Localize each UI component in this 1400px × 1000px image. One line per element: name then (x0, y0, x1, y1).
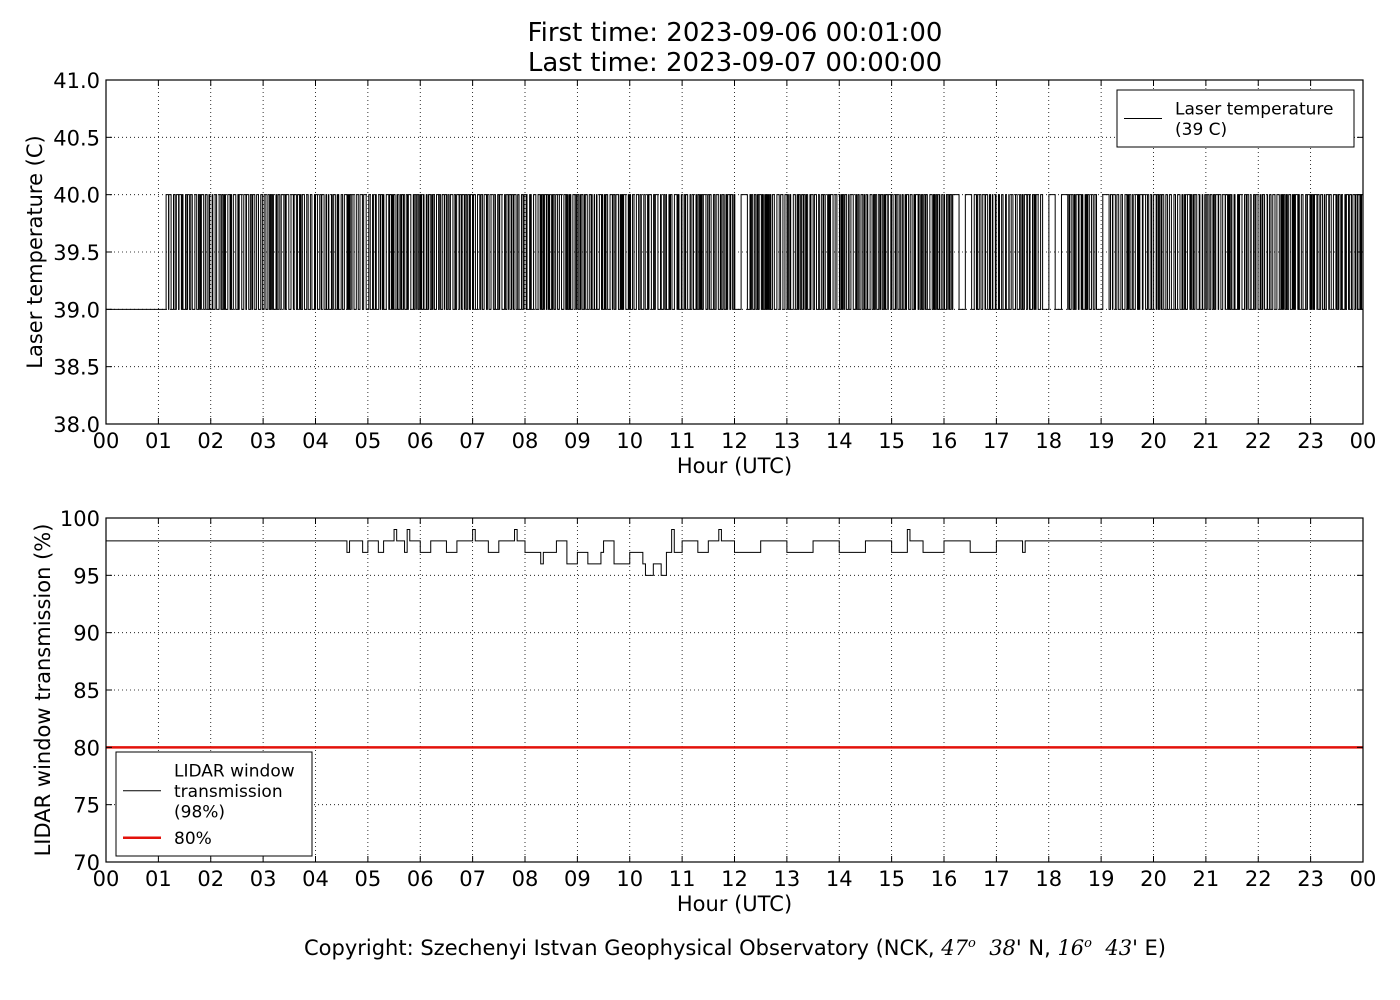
x-tick-label: 16 (931, 429, 958, 453)
y-tick-label: 38.5 (53, 356, 100, 380)
x-tick-label: 20 (1140, 867, 1167, 891)
x-tick-label: 17 (983, 429, 1010, 453)
x-tick-label: 07 (459, 429, 486, 453)
x-tick-label: 09 (564, 867, 591, 891)
legend-label: 80% (174, 829, 212, 849)
x-tick-label: 10 (616, 867, 643, 891)
x-tick-label: 22 (1245, 867, 1272, 891)
y-tick-label: 41.0 (53, 69, 100, 93)
longitude-degrees: 16 (1057, 936, 1085, 960)
y-tick-label: 80 (73, 736, 100, 760)
y-tick-label: 39.5 (53, 241, 100, 265)
x-tick-label: 21 (1193, 429, 1220, 453)
transmission-trace (106, 528, 1363, 576)
latitude-degree-sign: o (968, 936, 976, 951)
x-tick-label: 05 (355, 429, 382, 453)
x-tick-label: 23 (1297, 867, 1324, 891)
latitude-suffix: ' N, (1015, 936, 1058, 960)
x-tick-label: 05 (355, 867, 382, 891)
longitude-suffix: ' E) (1132, 936, 1167, 960)
x-tick-label: 09 (564, 429, 591, 453)
y-tick-label: 95 (73, 564, 100, 588)
x-tick-label: 00 (1350, 867, 1377, 891)
latitude-degrees: 47 (941, 936, 968, 960)
longitude-degree-sign: o (1084, 936, 1092, 951)
x-tick-label: 04 (302, 429, 329, 453)
lidar-transmission-panel: 00 01 02 03 04 05 06 07 08 09 10 11 12 13 14 15 16 17 18 19… (31, 507, 1376, 916)
x-tick-label: 00 (93, 867, 120, 891)
x-tick-label: 19 (1088, 429, 1115, 453)
x-tick-label: 10 (616, 429, 643, 453)
legend-label: LIDAR window (174, 762, 295, 782)
x-tick-label: 01 (145, 867, 172, 891)
y-axis-label: Laser temperature (C) (23, 135, 47, 368)
x-tick-label: 14 (826, 867, 853, 891)
x-tick-label: 03 (250, 429, 277, 453)
y-tick-label: 38.0 (53, 413, 100, 437)
y-tick-label: 70 (73, 851, 100, 875)
x-tick-label: 00 (1350, 429, 1377, 453)
y-tick-label: 40.0 (53, 184, 100, 208)
x-tick-label: 04 (302, 867, 329, 891)
y-tick-label: 39.0 (53, 298, 100, 322)
legend-label: transmission (174, 782, 283, 802)
laser-temperature-panel: 00 01 02 03 04 05 06 07 08 09 10 11 12 13 14 15 16 17 18 19… (23, 69, 1376, 478)
y-tick-label: 100 (60, 507, 100, 531)
x-tick-label: 01 (145, 429, 172, 453)
chart-title-line-1: First time: 2023-09-06 00:01:00 (527, 18, 943, 48)
copyright-prefix: Copyright: Szechenyi Istvan Geophysical … (303, 936, 942, 960)
x-tick-label: 15 (878, 867, 905, 891)
x-tick-label: 11 (669, 429, 696, 453)
x-axis-label: Hour (UTC) (677, 892, 792, 916)
copyright-footer: Copyright: Szechenyi Istvan Geophysical … (0, 936, 1400, 960)
x-tick-label: 03 (250, 867, 277, 891)
y-tick-label: 75 (73, 794, 100, 818)
x-tick-label: 08 (512, 867, 539, 891)
y-tick-label: 85 (73, 679, 100, 703)
x-tick-label: 23 (1297, 429, 1324, 453)
x-tick-label: 12 (721, 429, 748, 453)
x-tick-label: 18 (1035, 429, 1062, 453)
x-tick-label: 18 (1035, 867, 1062, 891)
x-tick-label: 15 (878, 429, 905, 453)
x-tick-label: 20 (1140, 429, 1167, 453)
x-tick-label: 00 (93, 429, 120, 453)
legend-label: (39 C) (1175, 120, 1227, 140)
legend-label: (98%) (174, 803, 225, 823)
x-tick-label: 06 (407, 867, 434, 891)
x-tick-label: 11 (669, 867, 696, 891)
x-tick-label: 06 (407, 429, 434, 453)
x-tick-label: 21 (1193, 867, 1220, 891)
x-axis-label: Hour (UTC) (677, 454, 792, 478)
x-tick-label: 14 (826, 429, 853, 453)
x-tick-label: 12 (721, 867, 748, 891)
x-tick-label: 08 (512, 429, 539, 453)
x-tick-label: 02 (197, 867, 224, 891)
x-tick-label: 02 (197, 429, 224, 453)
laser-temperature-trace (106, 194, 1364, 310)
x-tick-label: 16 (931, 867, 958, 891)
legend-label: Laser temperature (1175, 100, 1333, 120)
y-tick-label: 90 (73, 622, 100, 646)
x-tick-label: 17 (983, 867, 1010, 891)
longitude-minutes: 43 (1105, 936, 1133, 960)
x-tick-label: 13 (774, 867, 801, 891)
x-tick-label: 19 (1088, 867, 1115, 891)
y-axis-label: LIDAR window transmission (%) (31, 524, 55, 857)
y-tick-label: 40.5 (53, 126, 100, 150)
x-tick-label: 07 (459, 867, 486, 891)
x-tick-label: 22 (1245, 429, 1272, 453)
latitude-minutes: 38 (989, 936, 1016, 960)
chart-title-line-2: Last time: 2023-09-07 00:00:00 (527, 48, 943, 78)
x-tick-label: 13 (774, 429, 801, 453)
